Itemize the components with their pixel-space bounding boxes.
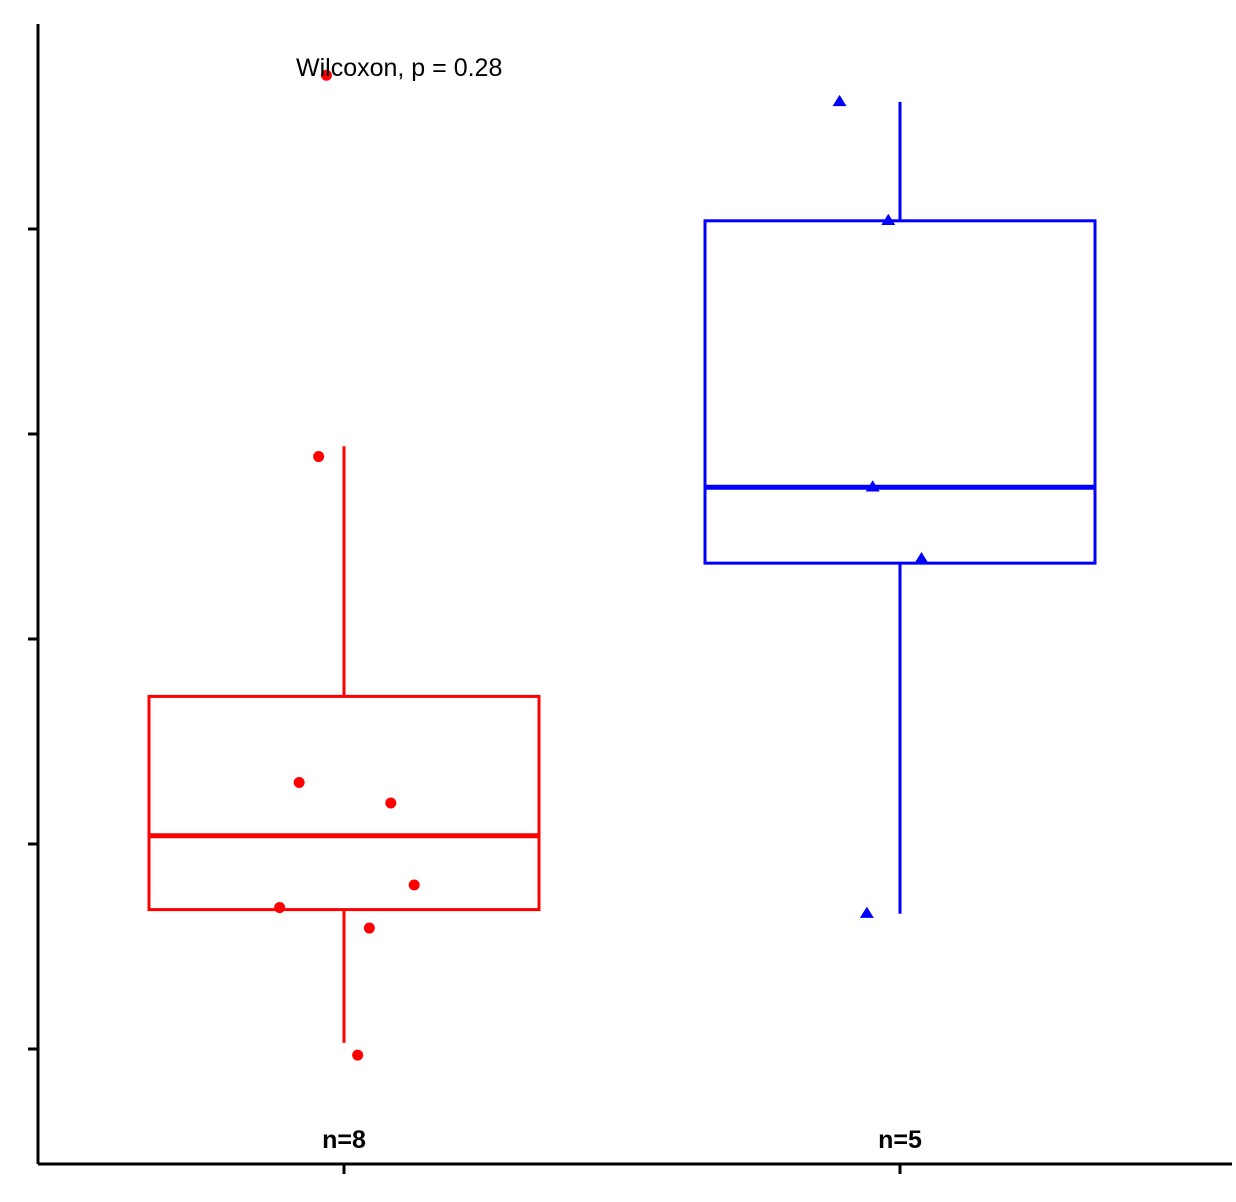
group-2-point-3: [865, 480, 880, 492]
group-1-n-label: n=8: [322, 1126, 366, 1154]
group-2-point-4: [914, 552, 929, 564]
box-plots: [147, 101, 1097, 1043]
group-1-point-3: [293, 777, 305, 788]
group-2-point-5: [859, 906, 874, 918]
group-1-box: [147, 694, 541, 912]
group-1-point-4: [385, 797, 397, 809]
group-2-point-1: [832, 94, 847, 107]
group-count-labels: n=8 n=5: [322, 1126, 922, 1154]
group-2-box: [703, 219, 1097, 565]
group-2-point-2: [881, 213, 896, 225]
x-axis-ticks: [342, 1164, 902, 1174]
data-points: [274, 69, 929, 1061]
group-1-point-1: [320, 69, 332, 81]
group-1-point-2: [313, 451, 325, 463]
group-1-point-7: [363, 922, 375, 934]
group-1-point-5: [408, 879, 420, 891]
group-1-point-8: [352, 1049, 364, 1061]
wilcoxon-annotation: Wilcoxon, p = 0.28: [296, 54, 502, 82]
y-axis-ticks: [28, 227, 38, 1051]
group-1-point-6: [274, 902, 286, 914]
group-2-n-label: n=5: [878, 1126, 922, 1154]
